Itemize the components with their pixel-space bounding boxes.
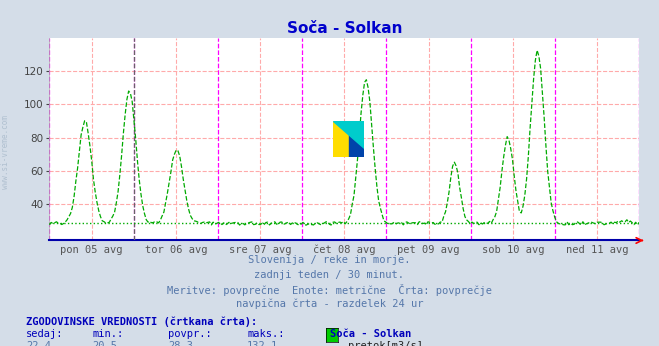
Polygon shape [333, 121, 364, 148]
Text: min.:: min.: [92, 329, 123, 339]
Text: navpična črta - razdelek 24 ur: navpična črta - razdelek 24 ur [236, 299, 423, 309]
Text: povpr.:: povpr.: [168, 329, 212, 339]
Text: Slovenija / reke in morje.: Slovenija / reke in morje. [248, 255, 411, 265]
Text: maks.:: maks.: [247, 329, 285, 339]
Text: 28,3: 28,3 [168, 341, 193, 346]
Bar [333, 121, 349, 157]
Text: www.si-vreme.com: www.si-vreme.com [1, 115, 11, 189]
Text: 22,4: 22,4 [26, 341, 51, 346]
Text: 132,1: 132,1 [247, 341, 278, 346]
Text: Soča - Solkan: Soča - Solkan [330, 329, 411, 339]
Title: Soča - Solkan: Soča - Solkan [287, 20, 402, 36]
Text: Meritve: povprečne  Enote: metrične  Črta: povprečje: Meritve: povprečne Enote: metrične Črta:… [167, 284, 492, 297]
Text: zadnji teden / 30 minut.: zadnji teden / 30 minut. [254, 270, 405, 280]
Bar [349, 121, 364, 157]
Text: pretok[m3/s]: pretok[m3/s] [348, 341, 423, 346]
Text: ZGODOVINSKE VREDNOSTI (črtkana črta):: ZGODOVINSKE VREDNOSTI (črtkana črta): [26, 317, 258, 327]
Text: 20,5: 20,5 [92, 341, 117, 346]
Text: sedaj:: sedaj: [26, 329, 64, 339]
